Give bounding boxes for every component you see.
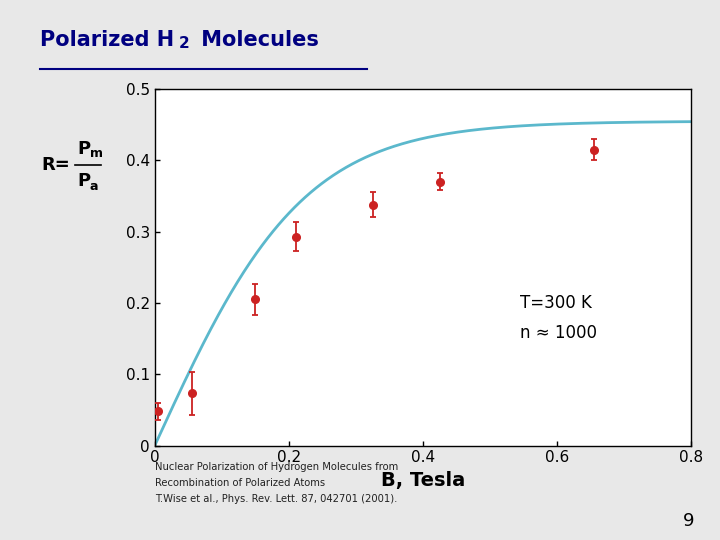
Text: m: m xyxy=(90,147,103,160)
Text: 2: 2 xyxy=(179,36,189,51)
Text: P: P xyxy=(78,172,91,190)
Text: 9: 9 xyxy=(683,512,695,530)
Text: T=300 K: T=300 K xyxy=(521,294,592,312)
Text: n ≈ 1000: n ≈ 1000 xyxy=(521,324,597,342)
Text: Molecules: Molecules xyxy=(194,30,319,50)
X-axis label: B, Tesla: B, Tesla xyxy=(381,471,465,490)
Text: P: P xyxy=(78,139,91,158)
Text: Recombination of Polarized Atoms: Recombination of Polarized Atoms xyxy=(155,478,325,488)
Text: R=: R= xyxy=(42,156,71,174)
Text: a: a xyxy=(90,180,99,193)
Text: T.Wise et al., Phys. Rev. Lett. 87, 042701 (2001).: T.Wise et al., Phys. Rev. Lett. 87, 0427… xyxy=(155,494,397,504)
Text: Nuclear Polarization of Hydrogen Molecules from: Nuclear Polarization of Hydrogen Molecul… xyxy=(155,462,398,472)
Text: Polarized H: Polarized H xyxy=(40,30,174,50)
